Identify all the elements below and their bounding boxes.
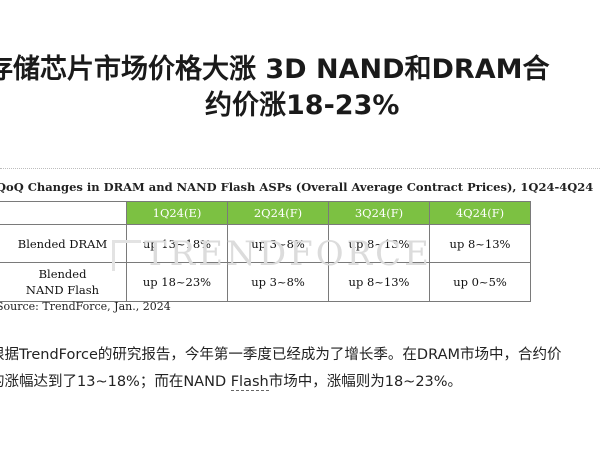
table-title: QoQ Changes in DRAM and NAND Flash ASPs … xyxy=(0,180,594,194)
table-header-blank xyxy=(0,201,127,225)
divider xyxy=(0,168,600,169)
table-cell: up 8~13% xyxy=(328,224,430,263)
table-header-2q24: 2Q24(F) xyxy=(227,201,329,225)
table-cell: up 8~13% xyxy=(429,224,531,263)
flash-link[interactable]: Flash xyxy=(230,374,269,391)
row-label-nand: Blended NAND Flash xyxy=(0,262,127,302)
table-cell: up 3~8% xyxy=(227,224,329,263)
table-row: Blended DRAM up 13~18% up 3~8% up 8~13% … xyxy=(0,224,531,263)
table-row: Blended NAND Flash up 18~23% up 3~8% up … xyxy=(0,262,531,302)
table-source: Source: TrendForce, Jan., 2024 xyxy=(0,300,171,313)
table-cell: up 18~23% xyxy=(126,262,228,302)
article-paragraph: 根据TrendForce的研究报告，今年第一季度已经成为了增长季。在DRAM市场… xyxy=(0,342,600,396)
row-label-dram: Blended DRAM xyxy=(0,224,127,263)
paragraph-text: 市场中，涨幅则为18~23%。 xyxy=(268,374,463,390)
table-header-1q24: 1Q24(E) xyxy=(126,201,228,225)
paragraph-line-2: 的涨幅达到了13~18%；而在NAND Flash市场中，涨幅则为18~23%。 xyxy=(0,369,600,396)
table-cell: up 8~13% xyxy=(328,262,430,302)
table-header-row: 1Q24(E) 2Q24(F) 3Q24(F) 4Q24(F) xyxy=(0,201,531,225)
paragraph-line-1: 根据TrendForce的研究报告，今年第一季度已经成为了增长季。在DRAM市场… xyxy=(0,347,562,363)
table-cell: up 3~8% xyxy=(227,262,329,302)
table-header-3q24: 3Q24(F) xyxy=(328,201,430,225)
headline-line-2: 约价涨18-23% xyxy=(205,90,400,121)
table-cell: up 13~18% xyxy=(126,224,228,263)
table-cell: up 0~5% xyxy=(429,262,531,302)
asp-table: 1Q24(E) 2Q24(F) 3Q24(F) 4Q24(F) Blended … xyxy=(0,201,531,302)
paragraph-text: 的涨幅达到了13~18%；而在NAND xyxy=(0,374,231,390)
table-header-4q24: 4Q24(F) xyxy=(429,201,531,225)
headline-line-1: 存储芯片市场价格大涨 3D NAND和DRAM合 xyxy=(0,54,550,85)
